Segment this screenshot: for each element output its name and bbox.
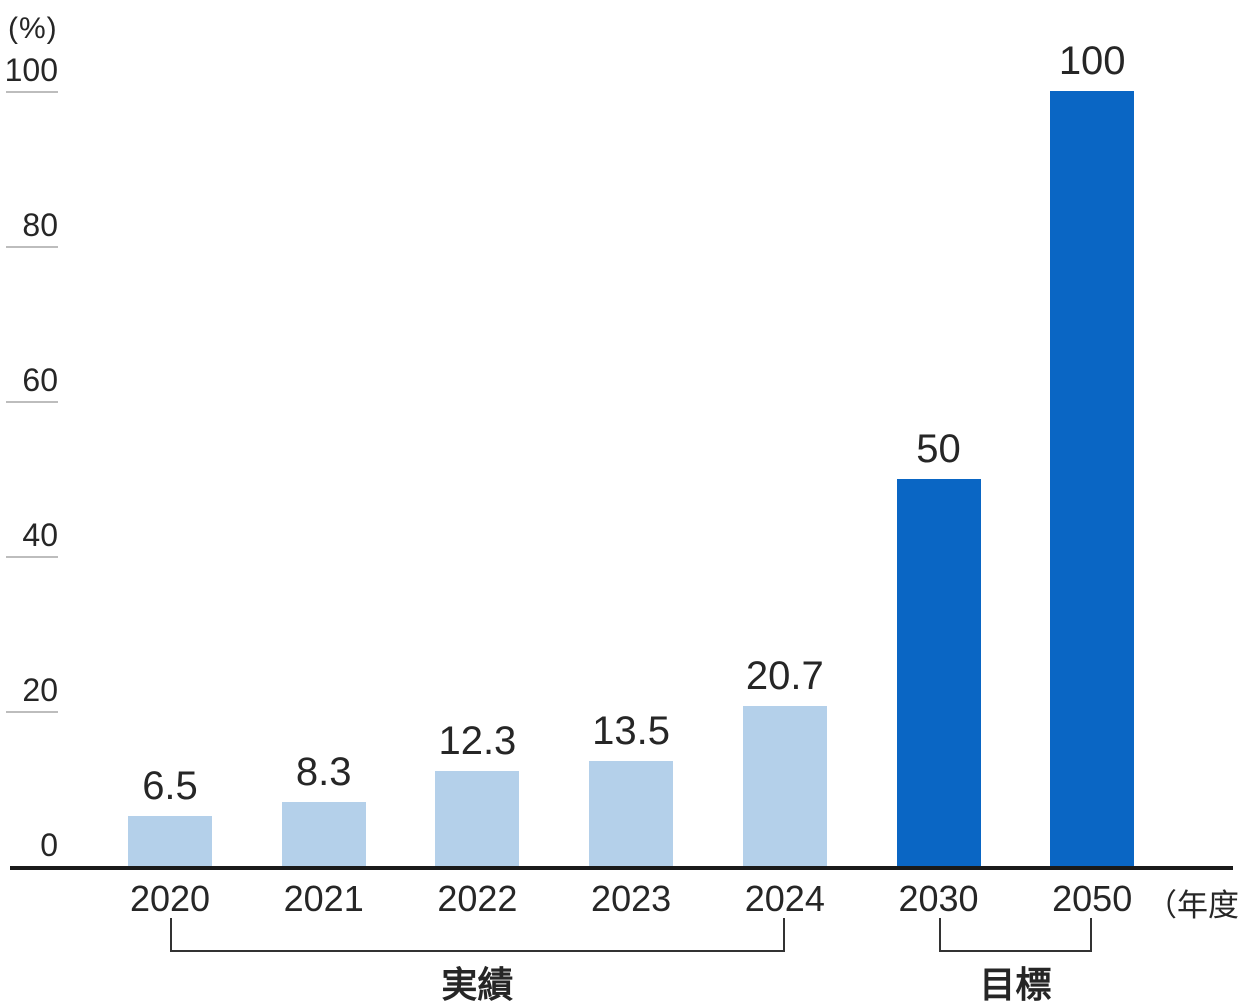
y-tick-label: 100 bbox=[4, 52, 58, 88]
x-axis-unit-label: （年度） bbox=[1146, 888, 1240, 923]
y-tick-label: 0 bbox=[40, 827, 58, 863]
y-tick-line bbox=[6, 246, 58, 248]
x-tick-label-2021: 2021 bbox=[283, 878, 364, 919]
group-label: 実績 bbox=[441, 964, 514, 1005]
y-tick-line bbox=[6, 711, 58, 713]
y-axis-unit-label: (%) bbox=[8, 12, 58, 45]
bar-2022 bbox=[435, 770, 520, 866]
y-tick-line bbox=[6, 401, 58, 403]
bar-value-label-2024: 20.7 bbox=[745, 653, 824, 698]
y-tick-line bbox=[6, 91, 58, 93]
x-tick-label-2030: 2030 bbox=[898, 878, 979, 919]
bar-value-label-2021: 8.3 bbox=[295, 749, 352, 794]
y-tick-label: 40 bbox=[22, 517, 58, 553]
bar-2023 bbox=[589, 761, 674, 866]
y-tick-label: 20 bbox=[22, 672, 58, 708]
bar-2020 bbox=[128, 815, 212, 866]
group-bracket-2020-2024 bbox=[170, 918, 785, 952]
bar-value-label-2023: 13.5 bbox=[592, 709, 671, 754]
x-tick-label-2050: 2050 bbox=[1052, 878, 1133, 919]
x-tick-label-2024: 2024 bbox=[744, 878, 825, 919]
y-tick-line bbox=[6, 556, 58, 558]
x-axis-line bbox=[10, 866, 1233, 870]
x-tick-label-2020: 2020 bbox=[129, 878, 211, 919]
y-tick-label: 80 bbox=[22, 207, 58, 243]
x-tick-label-2023: 2023 bbox=[591, 878, 672, 919]
y-tick-label: 60 bbox=[22, 362, 58, 398]
bar-value-label-2022: 12.3 bbox=[438, 718, 517, 763]
group-label: 目標 bbox=[979, 964, 1052, 1005]
bar-value-label-2020: 6.5 bbox=[142, 763, 198, 808]
bar-value-label-2030: 50 bbox=[916, 426, 961, 471]
group-bracket-2030-2050 bbox=[938, 918, 1093, 952]
bar-2024 bbox=[742, 705, 827, 866]
bar-2030 bbox=[896, 478, 981, 866]
bar-value-label-2050: 100 bbox=[1058, 39, 1126, 83]
bar-2021 bbox=[281, 801, 366, 866]
bar-2050 bbox=[1050, 91, 1135, 866]
x-tick-label-2022: 2022 bbox=[437, 878, 518, 919]
